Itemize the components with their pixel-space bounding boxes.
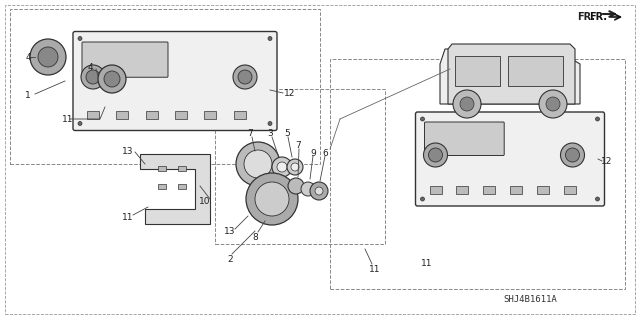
Circle shape (315, 187, 323, 195)
Circle shape (288, 178, 304, 194)
Text: FR.: FR. (589, 12, 607, 22)
Circle shape (244, 150, 272, 178)
Text: 1: 1 (25, 92, 31, 100)
Circle shape (104, 71, 120, 87)
Text: 13: 13 (122, 146, 134, 155)
Text: 5: 5 (284, 130, 290, 138)
Circle shape (277, 162, 287, 172)
Circle shape (424, 143, 447, 167)
FancyBboxPatch shape (415, 112, 605, 206)
Circle shape (429, 148, 442, 162)
Text: 7: 7 (295, 142, 301, 151)
Bar (234, 110, 246, 118)
Circle shape (291, 163, 299, 171)
Circle shape (81, 65, 105, 89)
Text: 4: 4 (25, 53, 31, 62)
Text: 12: 12 (602, 157, 612, 166)
Circle shape (236, 142, 280, 186)
Circle shape (310, 182, 328, 200)
Text: 6: 6 (322, 150, 328, 159)
Circle shape (38, 47, 58, 67)
Circle shape (246, 173, 298, 225)
Text: 9: 9 (310, 150, 316, 159)
Bar (158, 184, 166, 189)
Text: 8: 8 (252, 233, 258, 241)
Bar (483, 186, 495, 194)
Bar (508, 56, 563, 86)
Bar (158, 166, 166, 171)
Circle shape (566, 148, 579, 162)
Text: 10: 10 (199, 197, 211, 205)
Text: 12: 12 (284, 90, 296, 99)
Text: FR.: FR. (577, 12, 595, 22)
Polygon shape (448, 44, 575, 104)
Text: 13: 13 (224, 226, 236, 235)
Bar (455, 56, 500, 86)
FancyBboxPatch shape (82, 42, 168, 77)
Circle shape (268, 122, 272, 125)
Bar (178, 184, 186, 189)
Circle shape (78, 36, 82, 41)
Bar (87, 110, 99, 118)
Bar (116, 110, 129, 118)
Bar (204, 110, 216, 118)
Text: 7: 7 (247, 130, 253, 138)
Text: 11: 11 (122, 212, 134, 221)
Circle shape (460, 97, 474, 111)
Circle shape (420, 117, 424, 121)
Circle shape (546, 97, 560, 111)
Text: 11: 11 (62, 115, 74, 123)
FancyBboxPatch shape (424, 122, 504, 155)
Polygon shape (440, 49, 580, 104)
Circle shape (272, 157, 292, 177)
Circle shape (595, 117, 600, 121)
Bar (537, 186, 549, 194)
Circle shape (86, 70, 100, 84)
Bar (146, 110, 157, 118)
Circle shape (233, 65, 257, 89)
Circle shape (30, 39, 66, 75)
Circle shape (268, 36, 272, 41)
Text: 2: 2 (227, 255, 233, 263)
Text: 11: 11 (421, 259, 433, 269)
Bar (178, 166, 186, 171)
FancyBboxPatch shape (73, 32, 277, 130)
Circle shape (78, 122, 82, 125)
Circle shape (287, 159, 303, 175)
Bar (564, 186, 575, 194)
Circle shape (595, 197, 600, 201)
Circle shape (238, 70, 252, 84)
Circle shape (453, 90, 481, 118)
Text: 4: 4 (87, 63, 93, 71)
Bar (429, 186, 442, 194)
Circle shape (420, 197, 424, 201)
Circle shape (301, 182, 315, 196)
Circle shape (255, 182, 289, 216)
Text: 3: 3 (267, 130, 273, 138)
Circle shape (539, 90, 567, 118)
Circle shape (98, 65, 126, 93)
Polygon shape (140, 154, 210, 224)
Text: 11: 11 (369, 264, 381, 273)
Circle shape (561, 143, 584, 167)
Text: SHJ4B1611A: SHJ4B1611A (503, 294, 557, 303)
Bar (175, 110, 187, 118)
Bar (456, 186, 468, 194)
Bar (510, 186, 522, 194)
